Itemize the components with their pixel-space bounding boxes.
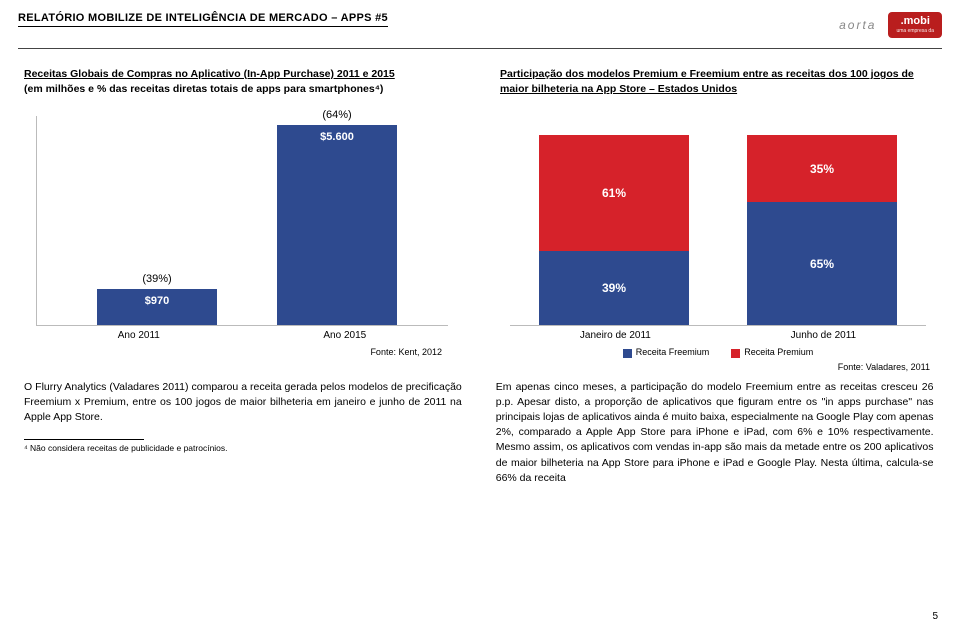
right-body-text: Em apenas cinco meses, a participação do… <box>496 380 934 487</box>
bar-2011-value: $970 <box>97 295 217 307</box>
bar-2011: (39%) $970 <box>97 289 217 325</box>
seg-jun-premium: 35% <box>747 135 897 202</box>
xlabel-2015: Ano 2015 <box>323 330 366 341</box>
legend: Receita Freemium Receita Premium <box>500 347 936 357</box>
stacked-bar-jun: 35% 65% <box>747 135 897 325</box>
bar-2011-fill: $970 <box>97 289 217 325</box>
logo-group: aorta .mobi uma empresa da <box>839 12 942 38</box>
stacked-bar-jan: 61% 39% <box>539 135 689 325</box>
legend-label-freemium: Receita Freemium <box>636 347 710 357</box>
bar-2015: (64%) $5.600 <box>277 125 397 325</box>
footnote-rule <box>24 439 144 440</box>
xlabel-jun: Junho de 2011 <box>791 330 856 341</box>
chart-headings-row: Receitas Globais de Compras no Aplicativ… <box>0 49 960 102</box>
right-x-labels: Janeiro de 2011 Junho de 2011 <box>510 330 926 341</box>
xlabel-2011: Ano 2011 <box>118 330 160 341</box>
left-x-labels: Ano 2011 Ano 2015 <box>36 330 448 341</box>
aorta-logo: aorta <box>839 18 876 32</box>
page-header: RELATÓRIO MOBILIZE DE INTELIGÊNCIA DE ME… <box>0 0 960 44</box>
right-chart-title: Participação dos modelos Premium e Freem… <box>500 67 936 96</box>
stacked-chart-area: 61% 39% 35% 65% <box>510 116 926 326</box>
right-heading: Participação dos modelos Premium e Freem… <box>500 67 936 96</box>
left-source: Fonte: Kent, 2012 <box>24 347 442 357</box>
left-chart-subtitle: (em milhões e % das receitas diretas tot… <box>24 82 460 97</box>
left-body-text: O Flurry Analytics (Valadares 2011) comp… <box>24 380 462 426</box>
left-column: O Flurry Analytics (Valadares 2011) comp… <box>24 380 462 487</box>
legend-item-premium: Receita Premium <box>731 347 813 357</box>
bar-chart-area: (39%) $970 (64%) $5.600 <box>36 116 448 326</box>
xlabel-jan: Janeiro de 2011 <box>580 330 651 341</box>
legend-swatch-freemium <box>623 349 632 358</box>
report-title: RELATÓRIO MOBILIZE DE INTELIGÊNCIA DE ME… <box>18 12 388 27</box>
right-column: Em apenas cinco meses, a participação do… <box>496 380 934 487</box>
seg-jan-freemium: 39% <box>539 251 689 325</box>
left-heading: Receitas Globais de Compras no Aplicativ… <box>24 67 460 96</box>
body-columns: O Flurry Analytics (Valadares 2011) comp… <box>0 372 960 487</box>
legend-label-premium: Receita Premium <box>744 347 813 357</box>
bar-2011-pct: (39%) <box>97 273 217 285</box>
page-number: 5 <box>932 611 938 622</box>
legend-swatch-premium <box>731 349 740 358</box>
mobi-logo-sub: uma empresa da <box>896 29 934 34</box>
legend-item-freemium: Receita Freemium <box>623 347 710 357</box>
seg-jan-premium: 61% <box>539 135 689 251</box>
left-chart-title: Receitas Globais de Compras no Aplicativ… <box>24 67 460 82</box>
mobi-logo-text: .mobi <box>901 16 930 27</box>
bar-2015-fill: $5.600 <box>277 125 397 325</box>
right-chart: 61% 39% 35% 65% Janeiro de 2011 Junho de… <box>500 108 936 371</box>
bar-2015-value: $5.600 <box>277 131 397 143</box>
bar-2015-pct: (64%) <box>277 109 397 121</box>
footnote-text: ⁴ Não considera receitas de publicidade … <box>24 443 462 454</box>
mobi-logo: .mobi uma empresa da <box>888 12 942 38</box>
right-source: Fonte: Valadares, 2011 <box>500 362 930 372</box>
charts-row: (39%) $970 (64%) $5.600 Ano 2011 Ano 201… <box>0 102 960 371</box>
seg-jun-freemium: 65% <box>747 202 897 326</box>
left-chart: (39%) $970 (64%) $5.600 Ano 2011 Ano 201… <box>24 108 460 371</box>
